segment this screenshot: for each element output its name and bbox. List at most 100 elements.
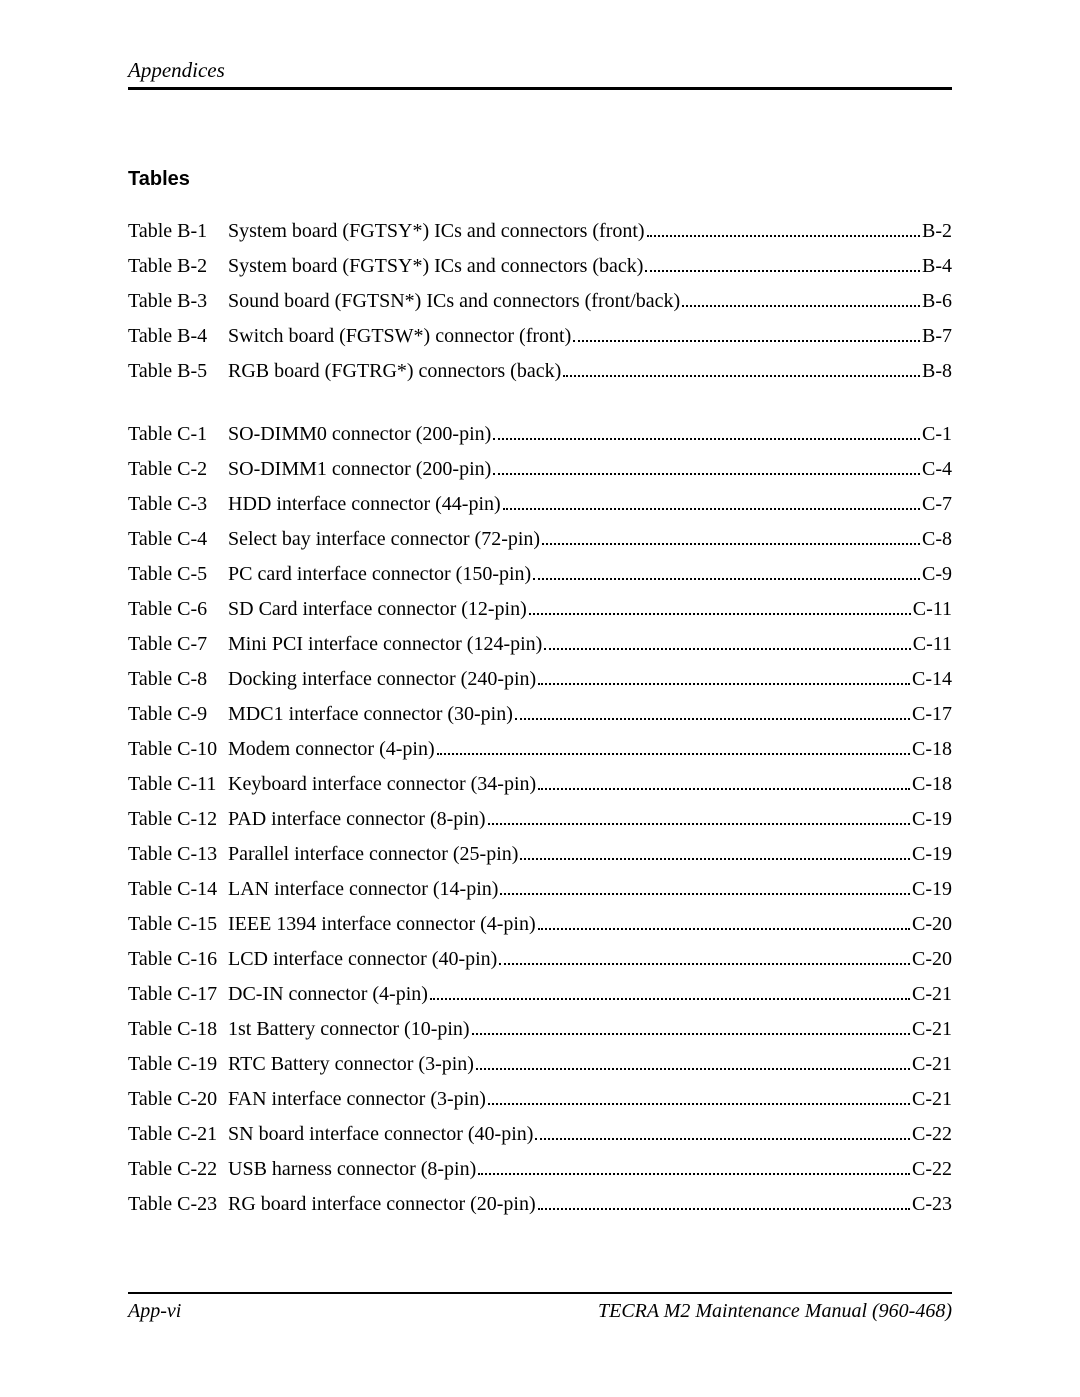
toc-row: Table C-17DC-IN connector (4-pin) C-21 bbox=[128, 982, 952, 1006]
toc-description: DC-IN connector (4-pin) bbox=[228, 982, 428, 1006]
toc-label: Table C-10 bbox=[128, 737, 228, 761]
toc-leader-dots bbox=[472, 1033, 910, 1035]
toc-description: RG board interface connector (20-pin) bbox=[228, 1192, 536, 1216]
toc-label: Table C-1 bbox=[128, 422, 228, 446]
toc-description: Docking interface connector (240-pin) bbox=[228, 667, 536, 691]
toc-description: System board (FGTSY*) ICs and connectors… bbox=[228, 219, 645, 243]
toc-page-ref: C-4 bbox=[922, 457, 952, 481]
toc-row: Table B-5RGB board (FGTRG*) connectors (… bbox=[128, 359, 952, 383]
toc-page-ref: C-18 bbox=[912, 737, 952, 761]
toc-label: Table B-1 bbox=[128, 219, 228, 243]
toc-page-ref: C-21 bbox=[912, 982, 952, 1006]
toc-leader-dots bbox=[538, 788, 910, 790]
toc-leader-dots bbox=[493, 438, 920, 440]
toc-page-ref: B-7 bbox=[922, 324, 952, 348]
toc-page-ref: C-11 bbox=[913, 597, 952, 621]
toc-description: System board (FGTSY*) ICs and connectors… bbox=[228, 254, 643, 278]
toc-page-ref: C-11 bbox=[913, 632, 952, 656]
toc-label: Table C-2 bbox=[128, 457, 228, 481]
toc-label: Table C-21 bbox=[128, 1122, 228, 1146]
toc-label: Table C-11 bbox=[128, 772, 228, 796]
toc-label: Table C-15 bbox=[128, 912, 228, 936]
toc-row: Table C-15IEEE 1394 interface connector … bbox=[128, 912, 952, 936]
toc-label: Table C-19 bbox=[128, 1052, 228, 1076]
toc-label: Table B-5 bbox=[128, 359, 228, 383]
toc-label: Table C-17 bbox=[128, 982, 228, 1006]
toc-page-ref: B-2 bbox=[922, 219, 952, 243]
toc-row: Table C-5PC card interface connector (15… bbox=[128, 562, 952, 586]
toc-label: Table C-7 bbox=[128, 632, 228, 656]
toc-leader-dots bbox=[538, 928, 910, 930]
toc-leader-dots bbox=[529, 613, 911, 615]
toc-row: Table C-10Modem connector (4-pin)C-18 bbox=[128, 737, 952, 761]
toc-row: Table C-20FAN interface connector (3-pin… bbox=[128, 1087, 952, 1111]
toc-leader-dots bbox=[645, 270, 920, 272]
toc-leader-dots bbox=[493, 473, 920, 475]
toc-label: Table C-5 bbox=[128, 562, 228, 586]
toc-label: Table B-4 bbox=[128, 324, 228, 348]
toc-description: PAD interface connector (8-pin) bbox=[228, 807, 486, 831]
toc-row: Table C-23RG board interface connector (… bbox=[128, 1192, 952, 1216]
toc-description: RTC Battery connector (3-pin) bbox=[228, 1052, 474, 1076]
toc-label: Table C-9 bbox=[128, 702, 228, 726]
toc-page-ref: C-20 bbox=[912, 947, 952, 971]
toc-row: Table C-13Parallel interface connector (… bbox=[128, 842, 952, 866]
toc-leader-dots bbox=[542, 543, 920, 545]
toc-page-ref: C-19 bbox=[912, 877, 952, 901]
toc-label: Table C-4 bbox=[128, 527, 228, 551]
toc-row: Table C-7Mini PCI interface connector (1… bbox=[128, 632, 952, 656]
toc-leader-dots bbox=[500, 893, 910, 895]
toc-row: Table C-6SD Card interface connector (12… bbox=[128, 597, 952, 621]
toc-page-ref: C-20 bbox=[912, 912, 952, 936]
toc-description: Parallel interface connector (25-pin) bbox=[228, 842, 518, 866]
toc-label: Table C-14 bbox=[128, 877, 228, 901]
toc-page-ref: C-19 bbox=[912, 842, 952, 866]
toc-page-ref: C-9 bbox=[922, 562, 952, 586]
toc-leader-dots bbox=[535, 1138, 910, 1140]
toc-row: Table B-2System board (FGTSY*) ICs and c… bbox=[128, 254, 952, 278]
page-footer: App-vi TECRA M2 Maintenance Manual (960-… bbox=[128, 1292, 952, 1323]
toc-description: MDC1 interface connector (30-pin) bbox=[228, 702, 513, 726]
toc-leader-dots bbox=[533, 578, 920, 580]
toc-row: Table C-12PAD interface connector (8-pin… bbox=[128, 807, 952, 831]
toc-leader-dots bbox=[520, 858, 910, 860]
toc-leader-dots bbox=[573, 340, 920, 342]
toc-leader-dots bbox=[478, 1173, 910, 1175]
toc-row: Table C-2SO-DIMM1 connector (200-pin)C-4 bbox=[128, 457, 952, 481]
toc-label: Table C-22 bbox=[128, 1157, 228, 1181]
toc-page-ref: C-7 bbox=[922, 492, 952, 516]
toc-row: Table C-3HDD interface connector (44-pin… bbox=[128, 492, 952, 516]
toc-leader-dots bbox=[544, 648, 910, 650]
toc-description: HDD interface connector (44-pin) bbox=[228, 492, 501, 516]
header-rule bbox=[128, 87, 952, 90]
toc-row: Table C-8Docking interface connector (24… bbox=[128, 667, 952, 691]
toc-description: IEEE 1394 interface connector (4-pin) bbox=[228, 912, 536, 936]
toc-leader-dots bbox=[515, 718, 910, 720]
toc-leader-dots bbox=[488, 823, 911, 825]
toc-page-ref: C-23 bbox=[912, 1192, 952, 1216]
toc-label: Table C-3 bbox=[128, 492, 228, 516]
running-head: Appendices bbox=[128, 58, 952, 85]
toc-description: SO-DIMM0 connector (200-pin) bbox=[228, 422, 491, 446]
toc-label: Table C-18 bbox=[128, 1017, 228, 1041]
toc-leader-dots bbox=[503, 508, 920, 510]
toc-description: LCD interface connector (40-pin) bbox=[228, 947, 497, 971]
toc-description: 1st Battery connector (10-pin) bbox=[228, 1017, 470, 1041]
toc-description: SN board interface connector (40-pin) bbox=[228, 1122, 533, 1146]
toc-label: Table C-13 bbox=[128, 842, 228, 866]
toc-label: Table B-3 bbox=[128, 289, 228, 313]
toc-page-ref: C-18 bbox=[912, 772, 952, 796]
toc-label: Table B-2 bbox=[128, 254, 228, 278]
toc-leader-dots bbox=[682, 305, 920, 307]
toc-row: Table B-1System board (FGTSY*) ICs and c… bbox=[128, 219, 952, 243]
toc-description: FAN interface connector (3-pin) bbox=[228, 1087, 486, 1111]
toc-leader-dots bbox=[538, 1208, 910, 1210]
toc-leader-dots bbox=[499, 963, 910, 965]
toc-label: Table C-20 bbox=[128, 1087, 228, 1111]
toc-row: Table C-11Keyboard interface connector (… bbox=[128, 772, 952, 796]
toc-row: Table C-4Select bay interface connector … bbox=[128, 527, 952, 551]
toc-description: Sound board (FGTSN*) ICs and connectors … bbox=[228, 289, 680, 313]
toc-leader-dots bbox=[430, 998, 910, 1000]
toc-description: PC card interface connector (150-pin) bbox=[228, 562, 531, 586]
toc-row: Table C-181st Battery connector (10-pin)… bbox=[128, 1017, 952, 1041]
